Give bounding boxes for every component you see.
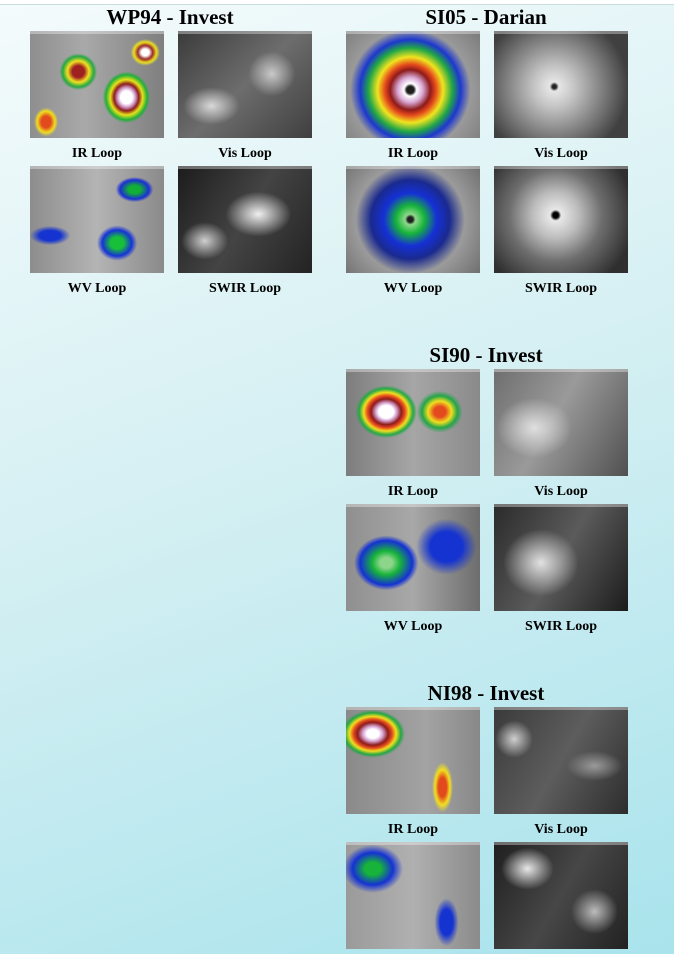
storm-title: SI05 - Darian xyxy=(425,5,547,29)
wv-loop-label[interactable]: WV Loop xyxy=(383,281,443,296)
wv-loop-label[interactable]: WV Loop xyxy=(67,281,127,296)
ir-loop-thumbnail[interactable] xyxy=(30,31,164,138)
wv-loop-link[interactable]: WV Loop xyxy=(30,166,164,301)
storm-panel-wp94: WP94 - Invest IR Loop Vis Loop WV Loop S… xyxy=(22,4,318,301)
swir-loop-label[interactable]: SWIR Loop xyxy=(525,619,597,634)
swir-loop-thumbnail[interactable] xyxy=(494,842,628,949)
vis-loop-link[interactable]: Vis Loop xyxy=(178,31,312,166)
storm-panel-ni98: NI98 - Invest IR Loop Vis Loop xyxy=(338,680,634,949)
ir-loop-thumbnail[interactable] xyxy=(346,31,480,138)
vis-loop-thumbnail[interactable] xyxy=(494,31,628,138)
wv-loop-thumbnail[interactable] xyxy=(346,504,480,611)
storm-panel-si05: SI05 - Darian IR Loop Vis Loop WV Loop S… xyxy=(338,4,634,301)
vis-loop-thumbnail[interactable] xyxy=(494,369,628,476)
vis-loop-label[interactable]: Vis Loop xyxy=(534,484,588,499)
wv-loop-link[interactable]: WV Loop xyxy=(346,166,480,301)
wv-loop-link[interactable] xyxy=(346,842,480,949)
ir-loop-label[interactable]: IR Loop xyxy=(387,822,439,837)
wv-loop-label[interactable]: WV Loop xyxy=(383,619,443,634)
ir-loop-label[interactable]: IR Loop xyxy=(387,146,439,161)
ir-loop-link[interactable]: IR Loop xyxy=(346,31,480,166)
wv-loop-thumbnail[interactable] xyxy=(30,166,164,273)
wv-loop-thumbnail[interactable] xyxy=(346,166,480,273)
vis-loop-link[interactable]: Vis Loop xyxy=(494,369,628,504)
wv-loop-thumbnail[interactable] xyxy=(346,842,480,949)
ir-loop-thumbnail[interactable] xyxy=(346,369,480,476)
loop-grid: IR Loop Vis Loop WV Loop SWIR Loop xyxy=(346,31,628,301)
swir-loop-link[interactable]: SWIR Loop xyxy=(178,166,312,301)
swir-loop-link[interactable] xyxy=(494,842,628,949)
ir-loop-link[interactable]: IR Loop xyxy=(30,31,164,166)
loop-grid: IR Loop Vis Loop WV Loop SWIR Loop xyxy=(30,31,312,301)
swir-loop-label[interactable]: SWIR Loop xyxy=(209,281,281,296)
swir-loop-label[interactable]: SWIR Loop xyxy=(525,281,597,296)
swir-loop-thumbnail[interactable] xyxy=(494,166,628,273)
vis-loop-label[interactable]: Vis Loop xyxy=(218,146,272,161)
vis-loop-label[interactable]: Vis Loop xyxy=(534,822,588,837)
loop-grid: IR Loop Vis Loop WV Loop SWIR Loop xyxy=(346,369,628,639)
swir-loop-thumbnail[interactable] xyxy=(494,504,628,611)
ir-loop-link[interactable]: IR Loop xyxy=(346,369,480,504)
top-edge xyxy=(0,0,674,5)
storm-title: WP94 - Invest xyxy=(106,5,234,29)
storm-panel-si90: SI90 - Invest IR Loop Vis Loop WV Loop S… xyxy=(338,342,634,639)
ir-loop-label[interactable]: IR Loop xyxy=(71,146,123,161)
wv-loop-link[interactable]: WV Loop xyxy=(346,504,480,639)
vis-loop-thumbnail[interactable] xyxy=(178,31,312,138)
vis-loop-thumbnail[interactable] xyxy=(494,707,628,814)
swir-loop-link[interactable]: SWIR Loop xyxy=(494,166,628,301)
swir-loop-thumbnail[interactable] xyxy=(178,166,312,273)
vis-loop-link[interactable]: Vis Loop xyxy=(494,31,628,166)
storm-title: SI90 - Invest xyxy=(429,343,543,367)
ir-loop-thumbnail[interactable] xyxy=(346,707,480,814)
ir-loop-label[interactable]: IR Loop xyxy=(387,484,439,499)
vis-loop-link[interactable]: Vis Loop xyxy=(494,707,628,842)
storm-title: NI98 - Invest xyxy=(427,681,545,705)
ir-loop-link[interactable]: IR Loop xyxy=(346,707,480,842)
swir-loop-link[interactable]: SWIR Loop xyxy=(494,504,628,639)
loop-grid: IR Loop Vis Loop xyxy=(346,707,628,949)
vis-loop-label[interactable]: Vis Loop xyxy=(534,146,588,161)
